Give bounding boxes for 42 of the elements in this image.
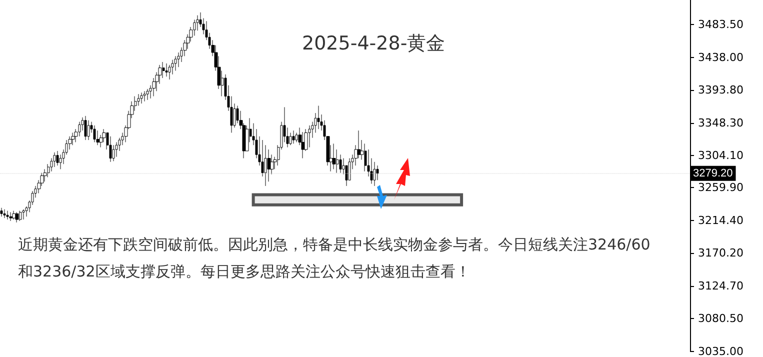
y-tick-label: 3214.40 [698,214,744,228]
y-tick-label: 3393.80 [698,83,744,96]
y-tick-label: 3483.50 [698,18,744,31]
candlestick [93,125,96,142]
candlestick [9,212,13,222]
candlestick [267,149,271,182]
annotation: 近期黄金还有下跌空间破前低。因此别急，特备是中长线实物金参与者。今日短线关注3246/60和3236/32区域支撑反弹。每日更多思路关注公众号快速狙击查看！ [18,236,650,280]
candlestick [373,162,376,186]
y-tick-label: 3170.20 [698,246,744,260]
candlestick [12,210,16,220]
candlestick [53,152,56,168]
y-tick-label: 3080.50 [698,312,744,325]
y-tick-label: 3438.00 [698,51,744,64]
candlestick [56,150,59,166]
text: 2025-4-28-黄金 [302,32,446,54]
candlestick [19,210,22,222]
candlestick [71,132,75,146]
candlestick [115,142,118,158]
y-tick-label: 3124.70 [698,280,744,293]
y-tick-label: 3259.90 [698,180,744,194]
candlestick [109,136,112,162]
candlestick [3,209,6,218]
candlestick [317,105,320,130]
candlestick [174,56,177,71]
candlestick [332,143,336,170]
candlestick [15,212,19,223]
y-tick-label: 3035.00 [698,345,744,357]
y-tick-label: 3304.10 [698,148,744,162]
y-tick-label: 3348.30 [698,116,744,130]
candlestick [308,125,311,148]
candlestick [84,116,87,140]
candlestick [143,90,146,102]
ref-line-label: 3279.20 [693,167,733,180]
candlestick [292,130,295,144]
candlestick [0,208,3,217]
candlestick [301,132,305,158]
candlestick [146,88,149,100]
candlestick [6,210,9,220]
candlestick [87,120,90,140]
candlestick [140,92,143,104]
candlestick [22,209,25,220]
candlestick [165,63,168,77]
